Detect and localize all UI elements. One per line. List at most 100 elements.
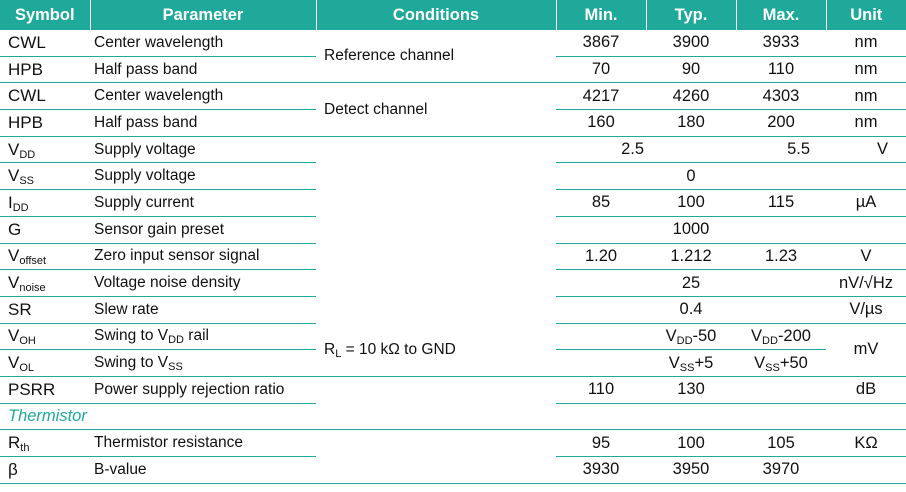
parameter-cell: Voltage noise density bbox=[90, 269, 316, 297]
typ-cell: 25 bbox=[646, 269, 736, 297]
symbol-main: V bbox=[8, 166, 20, 186]
condition-cell bbox=[316, 136, 556, 164]
parameter-cell: Swing to VSS bbox=[90, 349, 316, 377]
symbol-cell: SR bbox=[0, 296, 90, 324]
parameter-cell: Swing to VDD rail bbox=[90, 323, 316, 351]
condition-cell bbox=[316, 216, 556, 244]
max-suffix: -200 bbox=[777, 326, 811, 345]
unit-cell: nm bbox=[826, 109, 906, 137]
min-cell: 4217 bbox=[556, 82, 646, 111]
symbol-main: R bbox=[8, 433, 21, 453]
symbol-subscript: DD bbox=[19, 148, 36, 161]
typ-cell: 90 bbox=[646, 56, 736, 84]
condition-cell bbox=[316, 456, 556, 484]
min-cell: 160 bbox=[556, 109, 646, 137]
typ-cell: 4260 bbox=[646, 82, 736, 111]
symbol-cell: HPB bbox=[0, 109, 90, 137]
parameter-cell: B-value bbox=[90, 456, 316, 484]
min-cell: 3930 bbox=[556, 456, 646, 484]
parameter-cell: Half pass band bbox=[90, 56, 316, 84]
symbol-cell: G bbox=[0, 216, 90, 244]
unit-cell: V bbox=[826, 243, 906, 271]
unit-cell bbox=[826, 456, 906, 484]
symbol-main: V bbox=[8, 326, 20, 346]
typ-cell: 180 bbox=[646, 109, 736, 137]
condition-cell bbox=[316, 296, 556, 324]
typ-cell: 3900 bbox=[646, 30, 736, 57]
header-min: Min. bbox=[556, 0, 647, 30]
min-cell bbox=[556, 296, 646, 324]
parameter-cell: Center wavelength bbox=[90, 30, 316, 57]
max-subscript: SS bbox=[765, 361, 780, 374]
parameter-subscript: DD bbox=[168, 334, 184, 347]
typ-suffix: +5 bbox=[694, 353, 714, 372]
condition-reference-channel: Reference channel bbox=[316, 30, 556, 84]
table-row: VOH Swing to VDD rail RL = 10 kΩ to GND … bbox=[0, 323, 906, 377]
table-row: SR Slew rate 0.4 V/µs bbox=[0, 296, 906, 324]
symbol-cell: VOH bbox=[0, 323, 90, 351]
parameter-cell: Supply current bbox=[90, 189, 316, 217]
typ-main: V bbox=[665, 326, 677, 345]
table-row: PSRR Power supply rejection ratio 110 13… bbox=[0, 376, 906, 404]
typ-cell: VDD-50 bbox=[646, 323, 736, 351]
max-cell: 105 bbox=[736, 429, 826, 457]
header-unit: Unit bbox=[826, 0, 906, 30]
min-cell bbox=[556, 349, 646, 377]
symbol-cell: VDD bbox=[0, 136, 90, 164]
condition-subscript: L bbox=[335, 347, 342, 360]
header-max: Max. bbox=[736, 0, 827, 30]
symbol-subscript: offset bbox=[19, 255, 47, 268]
table-row: Vnoise Voltage noise density 25 nV/√Hz bbox=[0, 269, 906, 297]
max-cell bbox=[736, 162, 826, 191]
symbol-cell: Vnoise bbox=[0, 269, 90, 297]
max-cell bbox=[736, 296, 826, 324]
symbol-main: V bbox=[8, 246, 20, 266]
max-cell bbox=[736, 216, 826, 244]
symbol-main: V bbox=[8, 273, 20, 293]
table-row: HPB Half pass band 160 180 200 nm bbox=[0, 109, 906, 137]
symbol-main: V bbox=[8, 139, 20, 159]
typ-cell: 100 bbox=[646, 189, 736, 217]
min-cell: 1.20 bbox=[556, 243, 646, 271]
symbol-subscript: OL bbox=[19, 362, 35, 375]
section-row: Thermistor bbox=[0, 403, 906, 431]
typ-cell: 1.212 bbox=[646, 243, 736, 271]
table-row: CWL Center wavelength Detect channel 421… bbox=[0, 82, 906, 137]
symbol-main: V bbox=[8, 353, 20, 373]
typ-subscript: SS bbox=[679, 361, 695, 374]
parameter-cell: Zero input sensor signal bbox=[90, 243, 316, 271]
typ-main: V bbox=[668, 353, 680, 372]
symbol-cell: β bbox=[0, 456, 90, 484]
table-row: β B-value 3930 3950 3970 bbox=[0, 456, 906, 484]
typ-cell: 100 bbox=[646, 429, 736, 457]
max-main: V bbox=[751, 326, 763, 345]
table-row: IDD Supply current 85 100 115 µA bbox=[0, 189, 906, 217]
symbol-cell: CWL bbox=[0, 82, 90, 111]
symbol-cell: CWL bbox=[0, 30, 90, 57]
typ-cell: 0.4 bbox=[646, 296, 736, 324]
symbol-cell: VSS bbox=[0, 162, 90, 191]
table-row: VDD Supply voltage 2.5 5.5 V bbox=[0, 136, 906, 164]
condition-text: R bbox=[324, 340, 336, 358]
table-row: G Sensor gain preset 1000 bbox=[0, 216, 906, 244]
typ-cell bbox=[646, 136, 736, 164]
unit-cell: nm bbox=[826, 30, 906, 57]
condition-detect-channel: Detect channel bbox=[316, 82, 556, 137]
parameter-cell: Slew rate bbox=[90, 296, 316, 324]
table-row: VOL Swing to VSS VSS+5 VSS+50 bbox=[0, 349, 906, 377]
max-main: V bbox=[754, 353, 766, 372]
typ-cell: 130 bbox=[646, 376, 736, 404]
parameter-text: Swing to V bbox=[94, 354, 169, 372]
max-subscript: DD bbox=[762, 334, 778, 347]
condition-text-suffix: = 10 kΩ to GND bbox=[341, 340, 456, 358]
parameter-subscript: SS bbox=[168, 361, 183, 374]
table-row: Voffset Zero input sensor signal 1.20 1.… bbox=[0, 243, 906, 271]
symbol-cell: Rth bbox=[0, 429, 90, 457]
max-cell bbox=[736, 269, 826, 297]
max-cell: VDD-200 bbox=[736, 323, 826, 351]
symbol-subscript: th bbox=[20, 442, 30, 455]
unit-cell: V bbox=[826, 136, 906, 164]
max-cell: 5.5 bbox=[736, 136, 826, 164]
symbol-cell: Voffset bbox=[0, 243, 90, 271]
